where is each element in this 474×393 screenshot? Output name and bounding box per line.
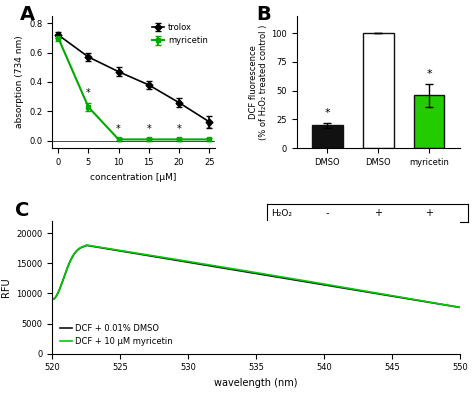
DCF + 10 μM myricetin <box>83 243 89 248</box>
DCF + 10 μM myricetin <box>384 292 390 297</box>
X-axis label: wavelength (nm): wavelength (nm) <box>214 378 298 388</box>
DCF + 10 μM myricetin <box>448 303 454 308</box>
Text: +: + <box>425 208 433 218</box>
Text: +: + <box>374 208 382 218</box>
DCF + 10 μM myricetin <box>244 269 249 274</box>
X-axis label: concentration [μM]: concentration [μM] <box>91 173 177 182</box>
Text: *: * <box>177 123 182 134</box>
Text: H₂O₂: H₂O₂ <box>271 209 292 218</box>
Text: -: - <box>326 208 329 218</box>
Line: DCF + 0.01% DMSO: DCF + 0.01% DMSO <box>52 245 460 307</box>
DCF + 10 μM myricetin <box>271 273 276 278</box>
Legend: DCF + 0.01% DMSO, DCF + 10 μM myricetin: DCF + 0.01% DMSO, DCF + 10 μM myricetin <box>56 321 176 349</box>
DCF + 0.01% DMSO <box>384 293 390 298</box>
Line: DCF + 10 μM myricetin: DCF + 10 μM myricetin <box>52 245 460 307</box>
Y-axis label: DCF fluorescence
(% of H₂O₂ treated control ): DCF fluorescence (% of H₂O₂ treated cont… <box>249 24 268 140</box>
DCF + 0.01% DMSO <box>246 270 252 275</box>
Text: B: B <box>256 5 271 24</box>
Text: *: * <box>207 123 211 134</box>
DCF + 0.01% DMSO <box>49 297 55 302</box>
Bar <box>414 95 445 148</box>
Text: *: * <box>146 123 151 134</box>
Text: A: A <box>19 5 35 24</box>
DCF + 0.01% DMSO <box>271 274 276 279</box>
DCF + 0.01% DMSO <box>83 243 89 248</box>
DCF + 0.01% DMSO <box>293 278 299 283</box>
Text: *: * <box>325 108 330 118</box>
DCF + 10 μM myricetin <box>293 277 299 281</box>
Text: *: * <box>116 123 121 134</box>
Text: *: * <box>427 69 432 79</box>
Text: *: * <box>86 88 91 98</box>
DCF + 10 μM myricetin <box>246 269 252 274</box>
DCF + 10 μM myricetin <box>49 297 55 302</box>
Y-axis label: RFU: RFU <box>0 277 10 297</box>
DCF + 0.01% DMSO <box>244 270 249 274</box>
DCF + 0.01% DMSO <box>457 305 463 310</box>
Bar <box>363 33 393 148</box>
Text: C: C <box>16 201 30 220</box>
DCF + 0.01% DMSO <box>448 303 454 308</box>
Bar <box>312 125 343 148</box>
DCF + 10 μM myricetin <box>457 305 463 310</box>
Y-axis label: absorption (734 nm): absorption (734 nm) <box>15 36 24 129</box>
Legend: trolox, myricetin: trolox, myricetin <box>149 20 211 49</box>
